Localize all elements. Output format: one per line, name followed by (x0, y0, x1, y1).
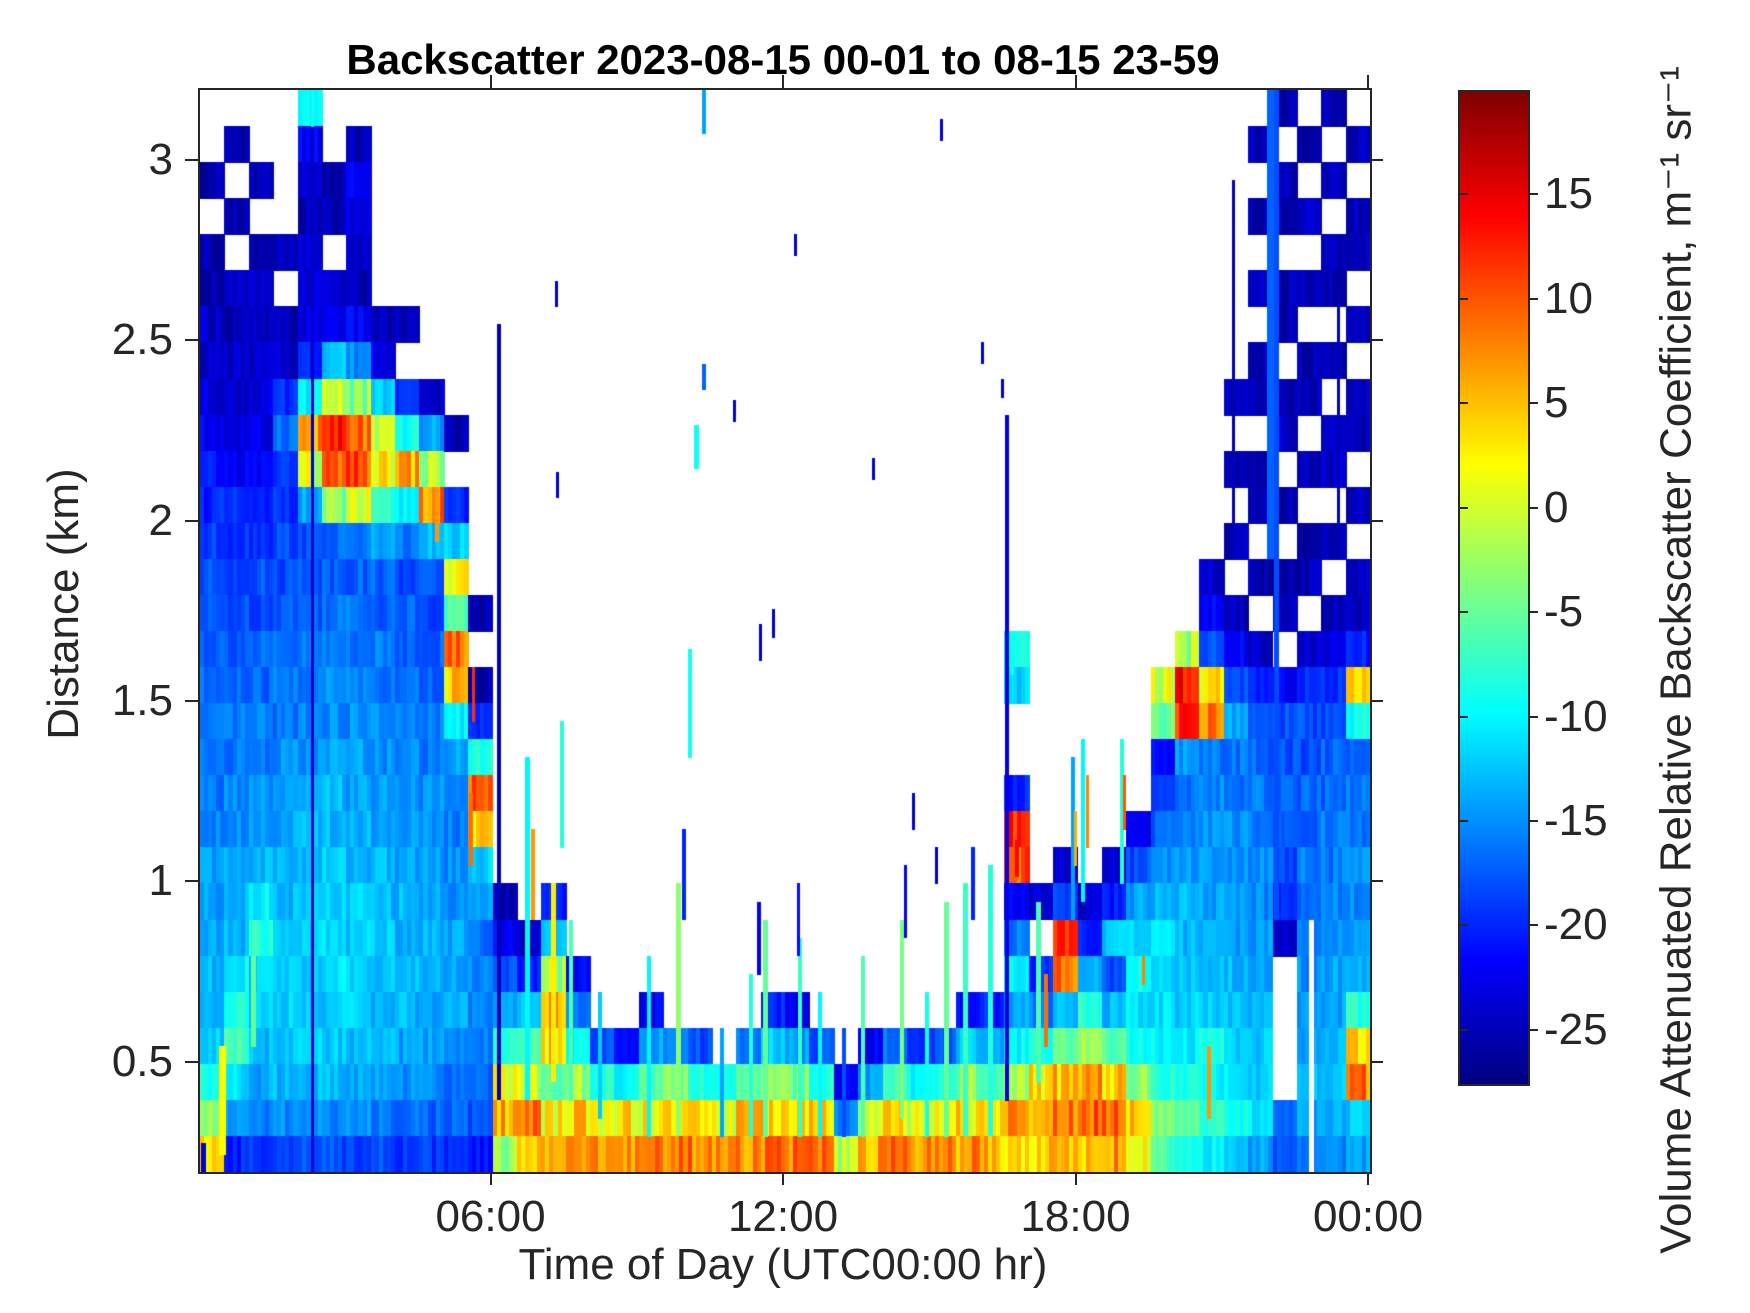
y-tick-label: 0.5 (111, 1036, 173, 1086)
colorbar-tick-label: 10 (1544, 273, 1593, 323)
tick-mark (1370, 159, 1383, 162)
tick-mark (1370, 880, 1383, 883)
colorbar-tick-label: 15 (1544, 169, 1593, 219)
tick-mark (185, 1060, 198, 1063)
y-tick-label: 2 (148, 495, 173, 545)
colorbar-tick-mark (1460, 193, 1468, 196)
tick-mark (185, 519, 198, 522)
tick-mark (1367, 1172, 1369, 1185)
tick-mark (782, 75, 784, 88)
colorbar-tick-mark (1460, 1028, 1468, 1031)
x-tick-label: 18:00 (1020, 1192, 1131, 1241)
y-axis-label: Distance (km) (39, 468, 88, 740)
x-axis-label: Time of Day (UTC00:00 hr) (518, 1240, 1048, 1289)
colorbar-tick-mark (1528, 297, 1538, 300)
colorbar-tick-mark (1460, 924, 1468, 927)
colorbar-tick-label: -5 (1544, 587, 1584, 637)
colorbar-tick-mark (1460, 506, 1468, 509)
y-tick-label: 1 (148, 856, 173, 906)
tick-mark (489, 75, 492, 88)
tick-mark (1367, 75, 1369, 88)
tick-mark (1370, 519, 1383, 522)
tick-mark (185, 159, 198, 162)
colorbar-canvas (1460, 92, 1528, 1084)
colorbar-tick-mark (1460, 297, 1468, 300)
colorbar-tick-mark (1528, 611, 1538, 614)
tick-mark (185, 880, 198, 883)
colorbar-tick-label: 5 (1544, 378, 1569, 428)
y-tick-label: 2.5 (111, 315, 173, 365)
colorbar-tick-mark (1528, 506, 1538, 509)
colorbar-tick-label: 0 (1544, 482, 1569, 532)
colorbar-tick-mark (1528, 924, 1538, 927)
tick-mark (185, 339, 198, 342)
heatmap-canvas (200, 90, 1370, 1172)
colorbar-tick-mark (1528, 193, 1538, 196)
tick-mark (1370, 1060, 1383, 1063)
tick-mark (1074, 1172, 1077, 1185)
colorbar-tick-label: -15 (1544, 795, 1608, 845)
colorbar-tick-mark (1528, 819, 1538, 822)
tick-mark (489, 1172, 492, 1185)
colorbar-tick-mark (1460, 402, 1468, 405)
colorbar-tick-label: -20 (1544, 900, 1608, 950)
colorbar-tick-mark (1460, 611, 1468, 614)
tick-mark (185, 700, 198, 703)
tick-mark (782, 1172, 784, 1185)
tick-mark (1074, 75, 1077, 88)
colorbar-tick-label: -25 (1544, 1004, 1608, 1054)
colorbar-tick-mark (1460, 819, 1468, 822)
y-tick-label: 1.5 (111, 676, 173, 726)
x-tick-label: 00:00 (1312, 1192, 1424, 1241)
colorbar-tick-mark (1460, 715, 1468, 718)
y-tick-label: 3 (148, 135, 173, 185)
colorbar-label: Volume Attenuated Relative Backscatter C… (1651, 66, 1701, 1254)
plot-area (198, 88, 1372, 1174)
tick-mark (1370, 700, 1383, 703)
colorbar (1458, 90, 1530, 1086)
colorbar-tick-mark (1528, 402, 1538, 405)
colorbar-tick-mark (1528, 1028, 1538, 1031)
tick-mark (1370, 339, 1383, 342)
colorbar-tick-label: -10 (1544, 691, 1608, 741)
x-tick-label: 06:00 (435, 1192, 546, 1241)
x-tick-label: 12:00 (727, 1192, 839, 1241)
colorbar-tick-mark (1528, 715, 1538, 718)
